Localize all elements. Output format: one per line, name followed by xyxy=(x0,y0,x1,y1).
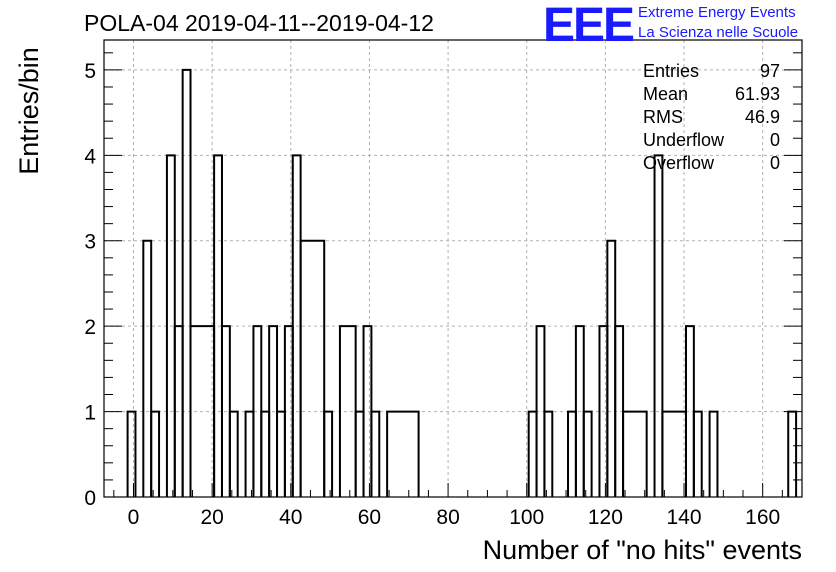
histogram-bin xyxy=(661,410,687,497)
x-axis-label: Number of "no hits" events xyxy=(482,535,802,565)
x-tick-label: 0 xyxy=(128,506,140,529)
histogram-bin xyxy=(354,410,365,497)
x-tick-label: 160 xyxy=(745,506,780,529)
histogram-bin xyxy=(567,410,577,497)
histogram-bin xyxy=(142,239,153,497)
histogram-bin xyxy=(181,68,192,497)
stats-row-underflow: Underflow 0 xyxy=(643,129,780,152)
histogram-bin xyxy=(276,410,286,497)
histogram-bin xyxy=(126,410,137,497)
y-tick-label: 1 xyxy=(84,402,96,425)
histogram-bin xyxy=(244,410,255,497)
stats-row-overflow: Overflow 0 xyxy=(643,152,780,175)
stats-label: Overflow xyxy=(643,153,715,173)
stats-label: RMS xyxy=(643,107,683,127)
stats-value: 0 xyxy=(769,153,780,173)
y-tick-label: 5 xyxy=(84,60,96,83)
y-axis-label: Entries/bin xyxy=(14,47,44,175)
histogram-bin xyxy=(653,154,664,497)
x-tick-label: 140 xyxy=(667,506,702,529)
logo-caption: Extreme Energy Events La Scienza nelle S… xyxy=(638,3,798,43)
histogram-bin xyxy=(543,410,554,497)
histogram-bin xyxy=(150,410,161,497)
histogram-bin xyxy=(787,410,798,497)
histogram-bin xyxy=(527,410,538,497)
plot-frame xyxy=(103,39,803,498)
x-tick-label: 120 xyxy=(588,506,623,529)
x-tick-label: 40 xyxy=(279,506,302,529)
y-tick-label: 3 xyxy=(84,231,96,254)
histogram-bin xyxy=(323,410,334,497)
stats-value: 0 xyxy=(769,130,780,150)
chart-title: POLA-04 2019-04-11--2019-04-12 xyxy=(84,10,434,36)
eee-logo: EEE xyxy=(543,0,635,52)
y-tick-label: 2 xyxy=(84,316,96,339)
stats-row-rms: RMS 46.9 xyxy=(643,106,780,129)
stats-value: 61.93 xyxy=(734,84,780,104)
histogram-bin xyxy=(582,410,593,497)
histogram-bin xyxy=(692,410,703,497)
y-tick-label: 4 xyxy=(84,145,96,168)
histogram-bin xyxy=(338,325,357,497)
histogram-bin xyxy=(606,239,617,497)
stats-box: Entries 97 Mean 61.93 RMS 46.9 Underflow… xyxy=(643,60,780,175)
stats-row-mean: Mean 61.93 xyxy=(643,83,780,106)
histogram-bin xyxy=(622,410,648,497)
x-tick-label: 60 xyxy=(358,506,381,529)
stats-label: Underflow xyxy=(643,130,725,150)
logo-line-1: Extreme Energy Events xyxy=(638,4,796,21)
stats-value: 46.9 xyxy=(744,107,780,127)
logo-line-2: La Scienza nelle Scuole xyxy=(638,24,799,41)
histogram-bin xyxy=(370,410,381,497)
stats-label: Entries xyxy=(643,61,700,81)
stats-value: 97 xyxy=(759,61,780,81)
histogram-bin xyxy=(299,239,326,497)
stats-label: Mean xyxy=(643,84,689,104)
x-tick-label: 80 xyxy=(436,506,459,529)
x-tick-label: 20 xyxy=(200,506,223,529)
histogram-bin xyxy=(708,410,719,497)
stats-row-entries: Entries 97 xyxy=(643,60,780,83)
histogram-bin xyxy=(386,410,420,497)
x-tick-label: 100 xyxy=(509,506,544,529)
histogram-bin xyxy=(228,410,239,497)
histogram-bin xyxy=(260,410,271,497)
y-tick-label: 0 xyxy=(84,487,96,510)
